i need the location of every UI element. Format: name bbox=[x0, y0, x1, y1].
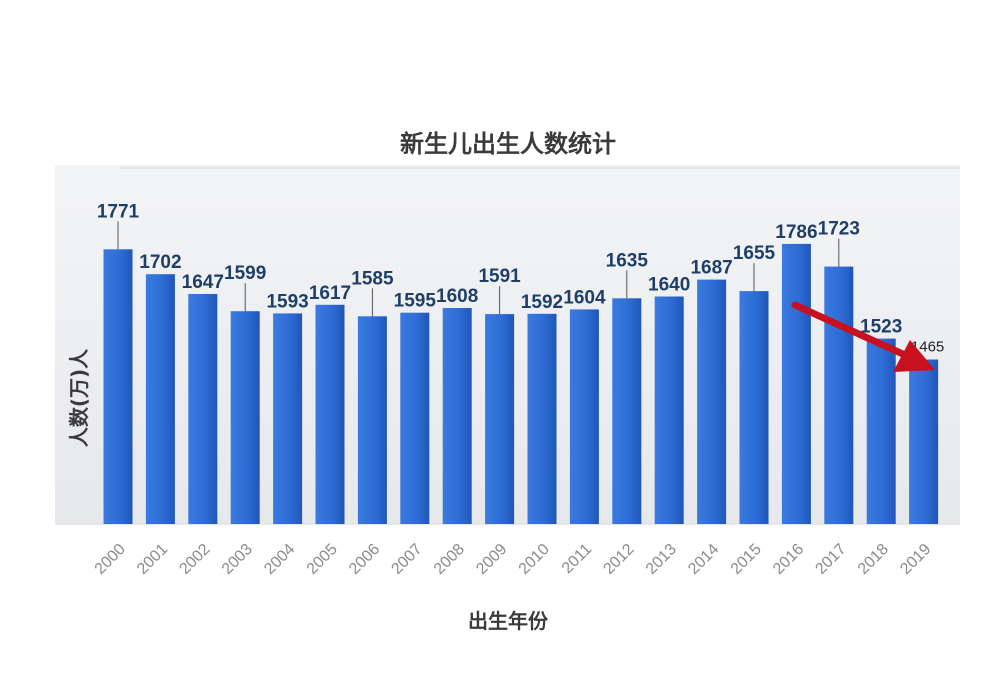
bar-2019 bbox=[909, 359, 939, 524]
x-tick-2007: 2007 bbox=[388, 541, 425, 578]
x-tick-2010: 2010 bbox=[516, 541, 553, 578]
bar-2009 bbox=[485, 314, 515, 524]
x-tick-2000: 2000 bbox=[92, 541, 129, 578]
y-axis-title: 人数(万)人 bbox=[67, 348, 91, 447]
x-axis-title: 出生年份 bbox=[468, 609, 549, 633]
arrow-shaft bbox=[791, 301, 909, 359]
x-tick-2002: 2002 bbox=[176, 541, 213, 578]
leader-lines bbox=[117, 221, 840, 317]
x-tick-2013: 2013 bbox=[643, 541, 680, 578]
bar-2008 bbox=[442, 308, 472, 524]
x-tick-labels: 2000 2001 2002 2003 2004 2005 2006 2007 2008 2009… bbox=[92, 541, 935, 578]
x-tick-2019: 2019 bbox=[897, 541, 934, 578]
bar-2002 bbox=[188, 294, 218, 524]
x-tick-2003: 2003 bbox=[219, 541, 256, 578]
bar-2010 bbox=[527, 313, 557, 524]
bar-2013 bbox=[654, 296, 684, 524]
data-label-2010: 1592 bbox=[521, 292, 563, 313]
bar-2007 bbox=[400, 312, 430, 524]
bar-2006 bbox=[357, 316, 387, 524]
bar-2016 bbox=[781, 243, 811, 524]
data-label-2003: 1599 bbox=[224, 263, 266, 284]
x-tick-2009: 2009 bbox=[473, 541, 510, 578]
data-label-2015: 1655 bbox=[733, 243, 776, 264]
bar-2011 bbox=[569, 309, 599, 524]
data-label-2013: 1640 bbox=[648, 275, 690, 296]
data-label-2007: 1595 bbox=[394, 291, 437, 312]
data-label-2016: 1786 bbox=[775, 222, 817, 243]
data-label-2009: 1591 bbox=[478, 266, 521, 287]
bar-2012 bbox=[612, 298, 642, 524]
arrow-head bbox=[893, 340, 935, 372]
bar-2005 bbox=[315, 304, 345, 524]
x-tick-2015: 2015 bbox=[728, 541, 765, 578]
x-tick-2005: 2005 bbox=[304, 541, 341, 578]
x-tick-2008: 2008 bbox=[431, 541, 468, 578]
red-arrow-annotation bbox=[791, 301, 935, 372]
x-tick-2001: 2001 bbox=[134, 541, 171, 578]
data-label-2008: 1608 bbox=[436, 286, 478, 307]
x-tick-2018: 2018 bbox=[855, 541, 892, 578]
data-label-2004: 1593 bbox=[266, 291, 308, 312]
chart-title: 新生儿出生人数统计 bbox=[400, 130, 616, 158]
data-label-2000: 1771 bbox=[97, 201, 140, 222]
x-tick-2006: 2006 bbox=[346, 541, 383, 578]
data-label-2006: 1585 bbox=[351, 268, 394, 289]
bar-2017 bbox=[824, 266, 854, 524]
data-label-2002: 1647 bbox=[182, 272, 224, 293]
bar-2014 bbox=[697, 279, 727, 524]
data-label-2012: 1635 bbox=[606, 250, 649, 271]
x-tick-2011: 2011 bbox=[559, 541, 595, 577]
bar-2000 bbox=[103, 249, 133, 525]
bar-2003 bbox=[230, 311, 260, 524]
bar-2004 bbox=[273, 313, 303, 524]
bar-series bbox=[103, 243, 939, 525]
x-tick-2004: 2004 bbox=[261, 541, 298, 578]
bar-2018 bbox=[866, 338, 896, 524]
data-label-2005: 1617 bbox=[309, 283, 351, 304]
x-tick-2017: 2017 bbox=[812, 541, 849, 578]
x-tick-2016: 2016 bbox=[770, 541, 807, 578]
x-tick-2012: 2012 bbox=[600, 541, 637, 578]
data-label-2018: 1523 bbox=[860, 317, 902, 338]
bar-2001 bbox=[145, 274, 175, 524]
data-label-2017: 1723 bbox=[818, 219, 860, 240]
bar-2015 bbox=[739, 291, 769, 524]
data-label-2001: 1702 bbox=[139, 252, 181, 273]
x-tick-2014: 2014 bbox=[685, 541, 722, 578]
data-label-2014: 1687 bbox=[690, 258, 732, 279]
data-label-2011: 1604 bbox=[563, 287, 606, 308]
